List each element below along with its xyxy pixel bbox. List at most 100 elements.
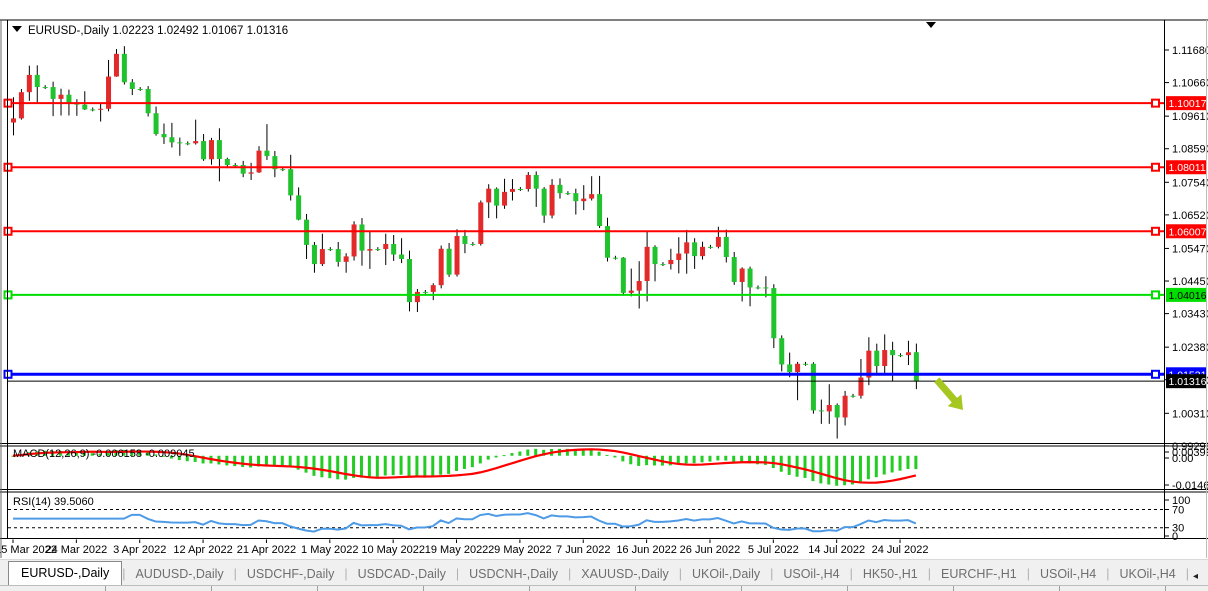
date-label: 7 Jun 2022 — [556, 544, 610, 556]
candle-body — [34, 74, 40, 88]
candle-body — [898, 355, 904, 357]
down-arrow-object[interactable] — [934, 377, 963, 411]
chart-header-ohlc: EURUSD-,Daily 1.02223 1.02492 1.01067 1.… — [28, 25, 288, 37]
hline-objects — [3, 98, 1165, 382]
price-badge-label: 1.08011 — [1169, 162, 1206, 174]
price-tick-label: 1.00310 — [1172, 408, 1208, 420]
candle-body — [50, 87, 56, 99]
symbol-tab-ukoilh4-11[interactable]: UKOil-,H4 — [1119, 567, 1176, 581]
macd-histogram-bar — [851, 455, 855, 485]
candle-body — [335, 249, 341, 262]
chart-shift-marker-icon[interactable] — [926, 22, 936, 28]
macd-histogram-bar — [375, 455, 379, 477]
candle-body — [723, 236, 729, 258]
candle-body — [605, 226, 610, 258]
symbol-tab-ukoildaily-6[interactable]: UKOil-,Daily — [692, 567, 761, 581]
macd-histogram-bar — [716, 455, 720, 461]
macd-histogram-bar — [740, 455, 744, 463]
price-tick-label: 1.04450 — [1172, 276, 1208, 288]
macd-histogram-bar — [439, 455, 443, 475]
date-label: 14 Jul 2022 — [808, 544, 865, 556]
macd-histogram-bar — [304, 455, 308, 473]
price-badge — [1166, 374, 1207, 389]
macd-histogram-bar — [233, 455, 237, 467]
date-label: 3 Apr 2022 — [113, 544, 166, 556]
tab-divider: | — [233, 567, 237, 581]
rsi-line — [13, 512, 917, 533]
symbol-tab-hk50h1-8[interactable]: HK50-,H1 — [862, 567, 918, 581]
macd-histogram-bar — [431, 455, 435, 478]
macd-histogram-bar — [542, 449, 546, 456]
macd-histogram-bar — [906, 455, 910, 469]
candle-body — [810, 363, 816, 411]
macd-histogram-bar — [866, 455, 870, 480]
price-badge-label: 1.06007 — [1169, 226, 1207, 238]
price-tick-label: 1.02380 — [1172, 342, 1208, 354]
macd-histogram-bar — [581, 449, 585, 456]
candle-body — [597, 194, 603, 227]
candle-body — [304, 219, 310, 245]
macd-histogram-bar — [328, 455, 332, 479]
line-handle[interactable] — [1151, 162, 1160, 172]
macd-histogram-bar — [732, 455, 736, 462]
symbol-tab-audusddaily-1[interactable]: AUDUSD-,Daily — [135, 567, 224, 581]
macd-histogram-bar — [668, 455, 672, 466]
line-handle[interactable] — [1151, 226, 1160, 236]
symbol-tab-xauusddaily-5[interactable]: XAUUSD-,Daily — [581, 567, 669, 581]
symbol-tab-usoilh4-10[interactable]: USOil-,H4 — [1039, 567, 1097, 581]
price-badge — [1166, 160, 1207, 175]
symbol-tab-eurusddaily-0[interactable]: EURUSD-,Daily — [8, 561, 123, 586]
symbol-tab-bar: EURUSD-,Daily | AUDUSD-,Daily | USDCHF-,Dail… — [0, 559, 1208, 586]
macd-histogram-bar — [748, 455, 752, 464]
date-label: 19 May 2022 — [425, 544, 489, 556]
macd-histogram-bar — [146, 452, 150, 456]
candle-body — [26, 74, 32, 93]
line-handle[interactable] — [1151, 290, 1160, 300]
macd-histogram-bar — [320, 455, 324, 478]
symbol-tab-usdchfdaily-2[interactable]: USDCHF-,Daily — [246, 567, 335, 581]
candle-body — [82, 104, 88, 110]
candle-body — [98, 108, 104, 110]
macd-histogram-bar — [352, 455, 356, 478]
macd-histogram-bar — [803, 455, 807, 478]
macd-histogram-bar — [177, 455, 181, 461]
price-badge — [1166, 287, 1207, 302]
candle-body — [90, 109, 96, 111]
price-badge — [1166, 224, 1207, 239]
candle-body — [589, 194, 595, 199]
candle-body — [731, 257, 737, 282]
price-tick-label: 1.07540 — [1172, 177, 1208, 189]
candle-body — [470, 243, 476, 245]
price-axis[interactable]: 1.11680 1.10660 1.09610 1.08590 1.07540 1.065… — [1165, 45, 1208, 543]
candle-body — [874, 350, 880, 367]
symbol-tab-usoilh4-7[interactable]: USOil-,H4 — [783, 567, 840, 581]
macd-histogram-bar — [241, 455, 245, 467]
symbol-tab-usdcaddaily-3[interactable]: USDCAD-,Daily — [357, 567, 446, 581]
candle-body — [201, 141, 207, 160]
candle-body — [557, 184, 563, 194]
candle-body — [232, 165, 238, 167]
candle-body — [18, 92, 24, 119]
candle-body — [486, 188, 492, 203]
candle-body — [494, 188, 500, 206]
tab-scroll-left-icon[interactable]: ◂ — [1192, 571, 1199, 582]
symbol-tab-eurchfh1-9[interactable]: EURCHF-,H1 — [941, 567, 1017, 581]
macd-histogram-bar — [336, 455, 340, 480]
macd-histogram-bar — [724, 455, 728, 461]
macd-histogram-bar — [185, 455, 189, 462]
candle-body — [660, 264, 666, 266]
symbol-tab-usdcnhdaily-4[interactable]: USDCNH-,Daily — [469, 567, 559, 581]
tab-divider: | — [568, 567, 572, 581]
tab-divider: | — [849, 567, 853, 581]
line-handle[interactable] — [1151, 369, 1160, 379]
macd-histogram-bar — [835, 455, 839, 486]
macd-histogram-bar — [478, 455, 482, 464]
candle-body — [668, 259, 674, 265]
candle-body — [288, 169, 294, 196]
line-handle[interactable] — [1151, 98, 1160, 108]
candle-body — [676, 253, 682, 260]
symbol-dropdown-icon[interactable] — [12, 26, 22, 32]
macd-histogram-bar — [359, 455, 363, 478]
